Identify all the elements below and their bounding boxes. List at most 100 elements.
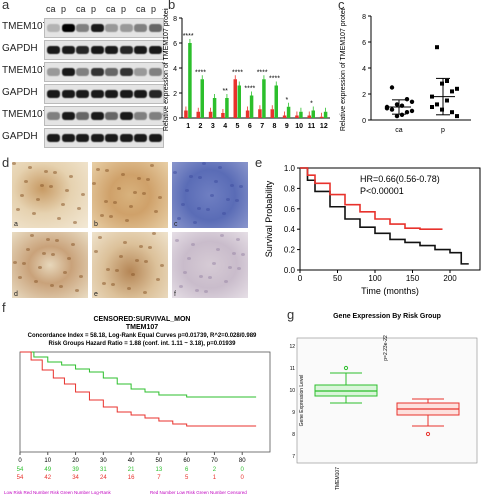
risk-count-green: 54 [17, 467, 24, 473]
risk-count-red: 0 [241, 475, 245, 481]
outlier-green [343, 365, 349, 371]
ihc-cell [94, 250, 98, 253]
ihc-cell [49, 185, 53, 188]
ca-point [394, 113, 400, 119]
blot-band [61, 112, 75, 120]
risk-count-green: 6 [185, 467, 189, 473]
ihc-cell [100, 214, 104, 217]
blot-band [105, 24, 118, 32]
y-tick-label: 4 [362, 66, 366, 73]
footer-note: Low Risk Red Number Risk Green Number Lo… [4, 490, 112, 495]
blot-band [119, 46, 133, 54]
bar [237, 85, 241, 118]
bar [212, 98, 217, 118]
outlier-red [425, 431, 431, 437]
lane-label: p [61, 4, 67, 14]
p-point [440, 81, 444, 86]
panel-label-g: g [287, 307, 295, 322]
km-chart-e: 0 50 100 150 200 0.0 0.2 0.4 0.6 0.8 1.0 Survival P… [264, 164, 481, 296]
bar [225, 98, 229, 118]
blot-row-label: TMEM107 [2, 21, 49, 32]
bar [274, 85, 278, 118]
y-axis-label: Gene Expression Level [299, 375, 305, 427]
blot-band [47, 68, 60, 76]
lane-label: ca [136, 4, 146, 14]
ihc-cell [146, 178, 150, 181]
ihc-cell [173, 171, 177, 174]
ihc-cell [199, 275, 203, 278]
ihc-cell [189, 175, 193, 178]
risk-count-green: 21 [128, 467, 135, 473]
blot-band [119, 112, 133, 120]
blot-band [90, 46, 104, 54]
blot-band [76, 90, 89, 98]
blot-band [105, 90, 118, 98]
ihc-cell [65, 189, 69, 192]
blot-band [47, 24, 60, 32]
risk-count-green: 13 [156, 467, 163, 473]
y-tick-label: 10 [289, 388, 295, 394]
ihc-cell [187, 257, 191, 260]
blot-strip [44, 84, 164, 104]
ihc-cell [185, 189, 189, 192]
p-point [435, 45, 439, 50]
ihc-cell [226, 198, 230, 201]
ihc-cell [28, 166, 32, 169]
blot-band [47, 46, 60, 54]
stat-line-2: Risk Groups Hazard Ratio = 1.88 (conf. i… [49, 341, 237, 347]
x-tick-label: 1 [186, 123, 190, 130]
ihc-cell [198, 176, 202, 179]
ihc-cell [102, 282, 106, 285]
ihc-cell [36, 198, 40, 201]
blot-band [134, 24, 147, 32]
ihc-cell [55, 239, 59, 242]
ihc-cell [61, 203, 65, 206]
blot-band [148, 46, 162, 54]
ihc-cell [12, 162, 16, 165]
ihc-image: b [92, 162, 168, 228]
boxplot-chart-g: Gene Expression By Risk Group p=2.23e-22 G… [289, 313, 478, 490]
lane-label: p [121, 4, 127, 14]
ihc-cell [208, 276, 212, 279]
y-tick-label: 0.6 [284, 205, 296, 214]
ihc-cell [119, 255, 123, 258]
blot-band [76, 134, 89, 142]
ihc-cell [18, 276, 22, 279]
x-tick-label: 5 [236, 123, 240, 130]
risk-count-green: 2 [213, 467, 217, 473]
ihc-tag: b [94, 221, 98, 228]
y-axis-label: Survival Probability [264, 180, 274, 257]
bar [184, 110, 188, 118]
blot-band [61, 24, 75, 32]
ihc-image: d [12, 232, 88, 298]
ca-point [389, 107, 395, 112]
blot-band [47, 134, 60, 142]
ihc-cell [92, 182, 96, 185]
y-tick-label: 9 [292, 410, 295, 416]
ihc-cell [57, 217, 61, 220]
blot-band [47, 112, 60, 120]
y-tick-label: 0.2 [284, 246, 296, 255]
significance-stars: **** [257, 69, 268, 76]
ihc-cell [30, 234, 34, 237]
x-tick-label: 7 [260, 123, 264, 130]
ihc-cell [117, 187, 121, 190]
lane-label: p [151, 4, 157, 14]
ca-point [404, 97, 410, 102]
blot-row-label: GAPDH [2, 131, 38, 142]
ihc-cell [50, 284, 54, 287]
risk-count-red: 7 [157, 475, 161, 481]
blot-band [76, 46, 89, 54]
ihc-cell [143, 291, 147, 294]
bar [295, 115, 299, 118]
y-tick-label: 6 [362, 40, 366, 47]
ca-point [394, 102, 400, 107]
lane-label: ca [76, 4, 86, 14]
survival-curve-green [20, 351, 257, 398]
blot-band [105, 112, 118, 120]
blot-strip [44, 18, 164, 38]
blot-band [76, 112, 89, 120]
blot-band [90, 112, 104, 120]
ihc-cell [236, 238, 240, 241]
ihc-cell [16, 208, 20, 211]
